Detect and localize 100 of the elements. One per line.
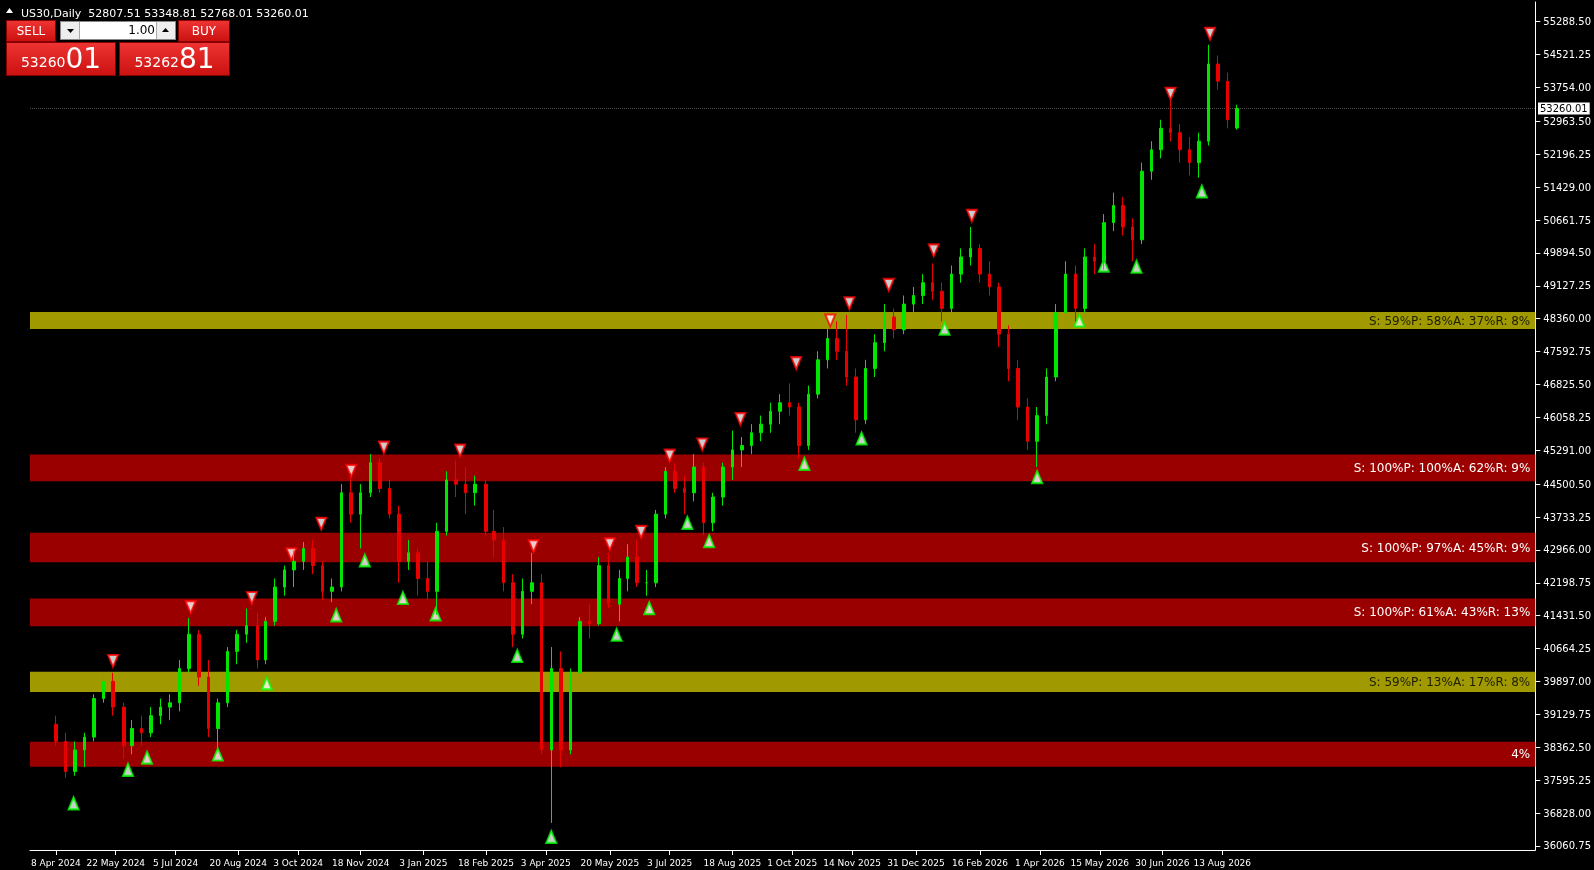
y-tick-label: 36060.75 <box>1543 840 1591 852</box>
band-label: S: 100%P: 61%A: 43%R: 13% <box>1353 605 1531 620</box>
annotation: 01 <box>65 42 102 75</box>
candlestick <box>569 668 572 755</box>
point <box>643 601 656 616</box>
x-tick-label: 22 May 2024 <box>86 857 146 868</box>
point <box>663 448 676 463</box>
candlestick <box>988 260 991 297</box>
y-tick-label: 45291.00 <box>1543 444 1591 456</box>
candlestick <box>226 646 229 708</box>
y-tick-label: 44500.50 <box>1543 478 1591 490</box>
candlestick <box>578 616 582 682</box>
candlestick <box>388 479 391 519</box>
y-tick-label: 39129.75 <box>1543 708 1591 720</box>
candlestick <box>435 522 439 616</box>
candlestick <box>511 573 515 648</box>
candlestick <box>921 273 925 305</box>
x-tick-label: 3 Apr 2025 <box>520 857 571 868</box>
candlestick <box>426 560 429 601</box>
point <box>1204 26 1216 41</box>
point <box>511 648 524 663</box>
point <box>396 591 409 605</box>
x-tick-label: 3 Oct 2024 <box>273 857 324 868</box>
candlestick <box>588 603 591 640</box>
y-tick-label: 36828.00 <box>1543 807 1591 819</box>
candlestick <box>1016 359 1020 421</box>
candlestick <box>797 402 801 459</box>
candlestick <box>149 706 153 738</box>
y-tick-label: 39897.00 <box>1543 676 1591 688</box>
candlestick <box>1188 136 1191 176</box>
candlestick <box>140 715 143 747</box>
y-tick-label: 54521.25 <box>1543 49 1591 61</box>
candlestick <box>1083 247 1087 314</box>
candlestick <box>692 453 696 502</box>
x-tick-label: 13 Aug 2026 <box>1193 857 1252 868</box>
candlestick <box>1150 140 1153 181</box>
point <box>377 440 390 455</box>
candlestick <box>321 560 324 601</box>
candlestick <box>883 303 886 352</box>
candlestick <box>1102 213 1106 271</box>
point <box>734 412 747 427</box>
point <box>315 516 328 531</box>
point <box>927 243 940 258</box>
candlestick <box>1045 367 1048 425</box>
y-tick-label: 41431.50 <box>1543 610 1591 622</box>
annotation: BUY <box>178 20 230 42</box>
candlestick <box>807 385 810 451</box>
y-tick-label: 40664.25 <box>1543 643 1591 655</box>
candlestick <box>530 552 534 605</box>
candlestick <box>597 556 601 627</box>
point <box>107 654 120 669</box>
point <box>141 750 154 765</box>
point <box>429 607 442 622</box>
candlestick <box>340 483 343 592</box>
x-tick-label: 18 Nov 2024 <box>331 857 390 868</box>
band-label: S: 100%P: 97%A: 45%R: 9% <box>1361 540 1531 555</box>
candlestick <box>292 550 296 588</box>
candlestick <box>464 466 467 515</box>
y-tick-label: 46825.50 <box>1543 378 1591 390</box>
candlestick <box>607 552 610 609</box>
candlestick <box>1169 97 1172 142</box>
point <box>1164 86 1177 101</box>
candlestick <box>618 569 621 622</box>
candlestick <box>635 539 639 588</box>
candlestick <box>759 415 763 442</box>
candlestick <box>83 732 86 768</box>
quantity-field: 1.00 <box>60 21 176 40</box>
candlestick <box>311 539 315 575</box>
candlestick <box>892 307 896 339</box>
x-tick-label: 3 Jan 2025 <box>399 857 448 868</box>
annotation: SELL <box>6 20 56 42</box>
point <box>1073 313 1086 328</box>
candlestick <box>273 577 277 627</box>
candlestick <box>769 402 772 434</box>
candlestick <box>540 573 543 755</box>
y-tick-label: 50661.75 <box>1543 214 1591 226</box>
y-tick-label: 42966.00 <box>1543 544 1591 556</box>
candlestick <box>359 483 362 549</box>
candlestick <box>835 320 839 361</box>
x-tick-label: 16 Feb 2026 <box>951 857 1009 868</box>
candlestick <box>912 286 915 314</box>
y-tick-label: 43733.25 <box>1543 511 1591 523</box>
point <box>454 443 467 458</box>
x-tick-label: 1 Apr 2026 <box>1014 857 1066 868</box>
x-tick-label: 20 Aug 2024 <box>209 857 268 868</box>
candlestick <box>740 436 744 468</box>
x-tick-label: 20 May 2025 <box>580 857 640 868</box>
candlestick <box>235 629 239 665</box>
candlestick <box>873 333 877 378</box>
point <box>345 463 358 478</box>
y-tick-label: 37595.25 <box>1543 774 1591 786</box>
point <box>882 277 895 292</box>
candlestick <box>73 740 77 777</box>
point <box>635 524 648 539</box>
x-tick-label: 3 Jul 2025 <box>647 857 693 868</box>
annotation: 81 <box>178 42 215 75</box>
x-tick-label: 5 Jul 2024 <box>153 857 199 868</box>
candlestick <box>711 492 715 532</box>
candlestick <box>1054 303 1058 382</box>
point <box>1130 259 1143 274</box>
